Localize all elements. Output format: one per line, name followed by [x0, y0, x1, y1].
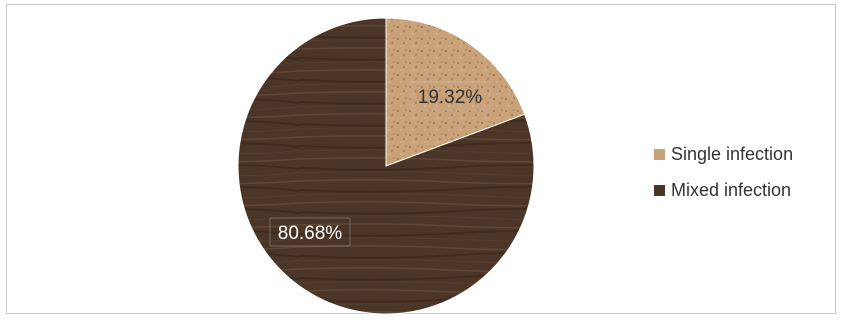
pie-slices: [237, 17, 535, 315]
legend-swatch-mixed-infection: [654, 184, 665, 196]
data-label-box-single-infection: [409, 81, 491, 111]
pie-data-labels: 19.32% 80.68%: [269, 81, 491, 247]
legend-swatch-single-infection: [654, 148, 665, 160]
data-label-mixed-infection: 80.68%: [278, 223, 343, 244]
legend-label-single-infection: Single infection: [671, 143, 794, 164]
legend-label-mixed-infection: Mixed infection: [671, 179, 792, 200]
pie-slice-mixed-infection: [237, 17, 535, 315]
legend-item-single-infection: Single infection: [654, 136, 793, 172]
data-label-single-infection: 19.32%: [418, 87, 483, 108]
legend: Single infection Mixed infection: [654, 136, 793, 208]
data-label-box-mixed-infection: [269, 217, 351, 247]
legend-item-mixed-infection: Mixed infection: [654, 172, 793, 208]
pie-slice-single-infection: [385, 17, 526, 167]
